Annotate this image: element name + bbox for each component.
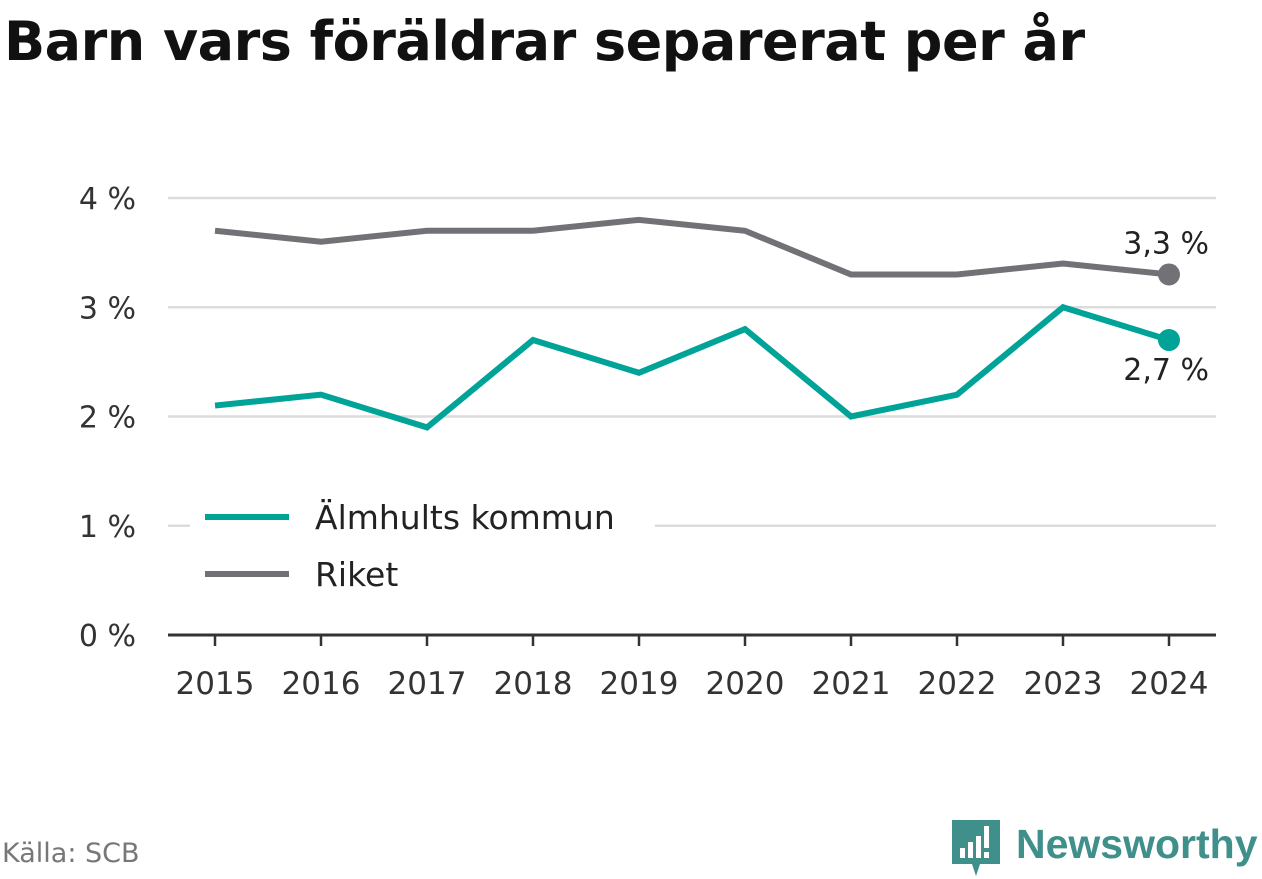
bar-chart-speech-bubble-icon xyxy=(952,820,1000,876)
x-tick-label: 2019 xyxy=(600,666,679,702)
y-tick-label: 3 % xyxy=(79,291,136,326)
legend-label: Riket xyxy=(315,555,398,594)
y-tick-label: 0 % xyxy=(79,619,136,654)
end-label-almhult: 2,7 % xyxy=(1123,353,1209,388)
y-axis-tick-labels: 0 % 1 % 2 % 3 % 4 % xyxy=(79,182,136,654)
legend-label: Älmhults kommun xyxy=(315,498,615,537)
x-tick-label: 2018 xyxy=(494,666,573,702)
line-chart: 0 % 1 % 2 % 3 % 4 % 2015 2016 2017 2018 2019 2020… xyxy=(79,182,1216,702)
y-tick-label: 1 % xyxy=(79,510,136,545)
source-note: Källa: SCB xyxy=(2,838,140,869)
series-end-dot xyxy=(1158,329,1180,352)
gridlines xyxy=(168,196,1216,527)
end-label-riket: 3,3 % xyxy=(1123,226,1209,261)
x-tick-label: 2016 xyxy=(282,666,361,702)
series-line xyxy=(214,303,1170,431)
series-lines xyxy=(214,216,1180,431)
x-tick-label: 2017 xyxy=(388,666,467,702)
x-tick-label: 2023 xyxy=(1024,666,1103,702)
y-tick-label: 4 % xyxy=(79,182,136,217)
series-line xyxy=(214,216,1170,278)
newsworthy-logo: Newsworthy xyxy=(950,818,1262,878)
y-tick-label: 2 % xyxy=(79,401,136,436)
legend: Älmhults kommun Riket xyxy=(190,490,655,600)
x-tick-label: 2024 xyxy=(1130,666,1209,702)
x-tick-label: 2022 xyxy=(918,666,997,702)
x-tick-label: 2021 xyxy=(812,666,891,702)
end-labels: 2,7 % 3,3 % xyxy=(1123,226,1209,388)
x-tick-label: 2015 xyxy=(176,666,255,702)
brand-name: Newsworthy xyxy=(1016,821,1258,867)
x-tick-label: 2020 xyxy=(706,666,785,702)
series-end-dot xyxy=(1158,263,1180,286)
legend-background xyxy=(190,490,655,600)
chart-title: Barn vars föräldrar separerat per år xyxy=(4,10,1085,73)
x-axis-ticks: 2015 2016 2017 2018 2019 2020 2021 2022 2023 2024 xyxy=(176,635,1209,702)
